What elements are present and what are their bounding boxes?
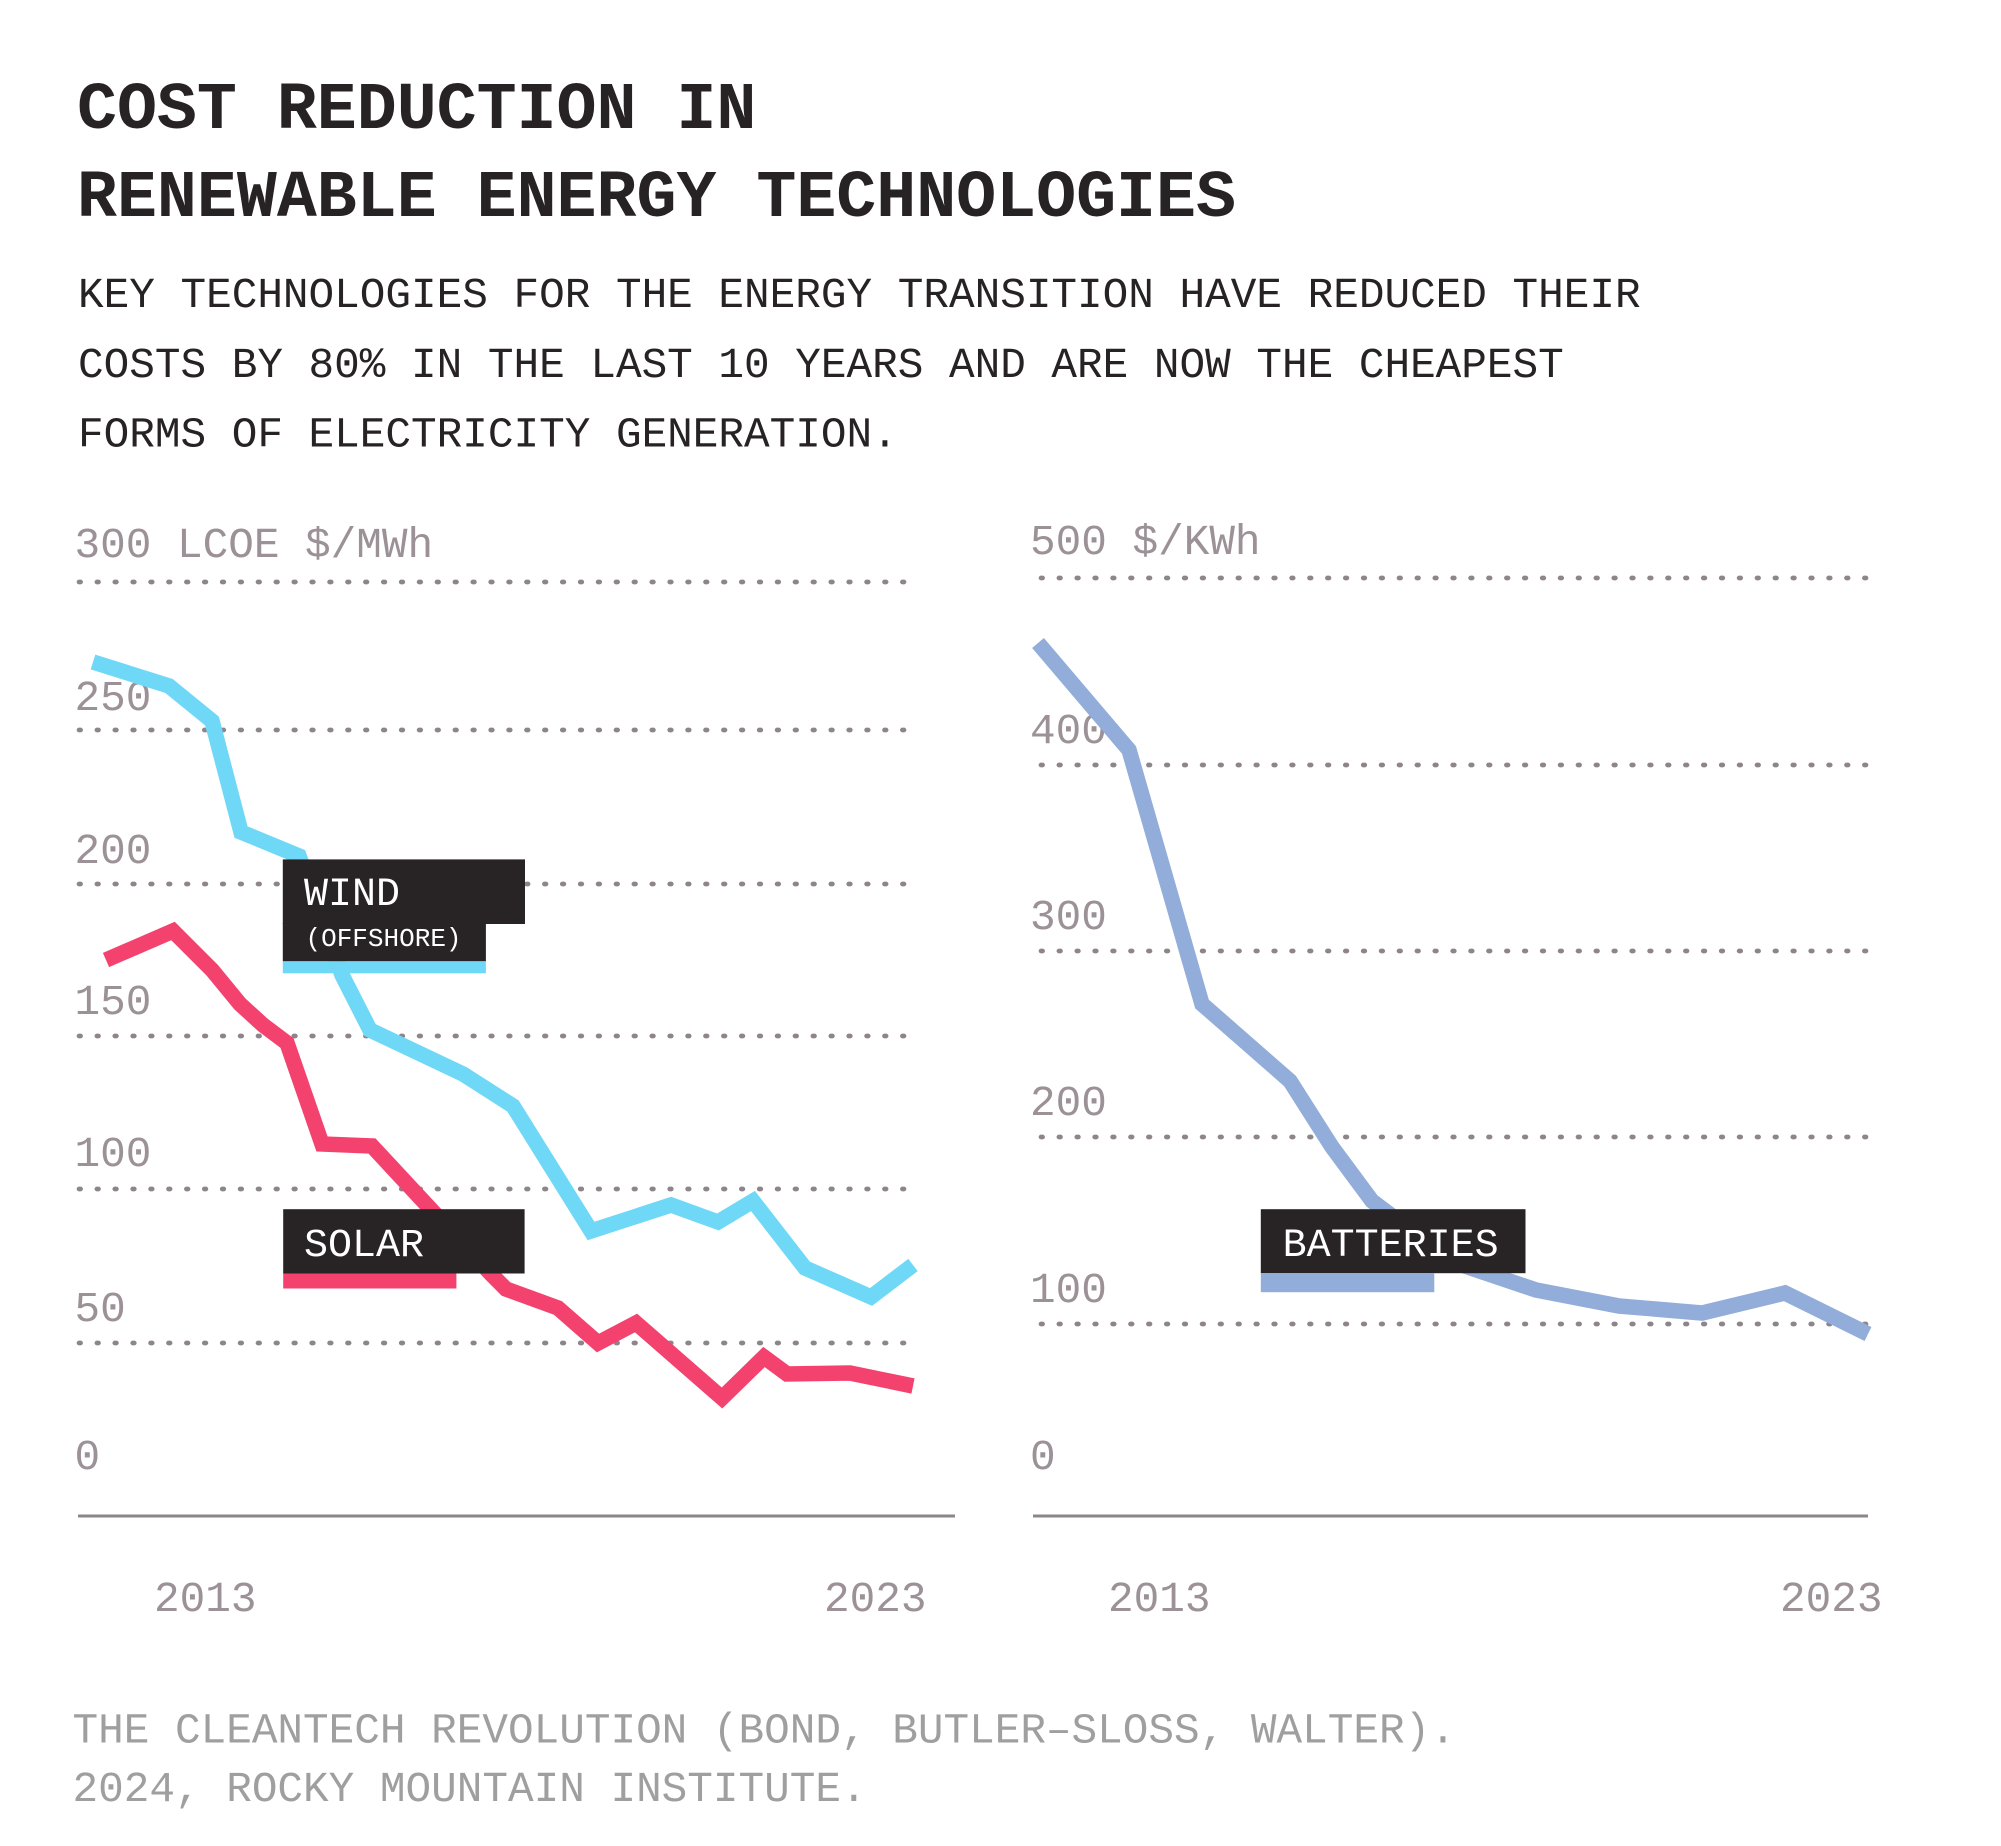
svg-text:SOLAR: SOLAR (304, 1224, 424, 1269)
svg-text:100: 100 (75, 1130, 152, 1179)
svg-text:2023: 2023 (1780, 1575, 1882, 1624)
svg-text:2023: 2023 (824, 1575, 926, 1624)
svg-text:200: 200 (75, 827, 152, 876)
svg-text:THE CLEANTECH REVOLUTION (BOND: THE CLEANTECH REVOLUTION (BOND, BUTLER–S… (73, 1707, 1456, 1756)
svg-text:FORMS OF ELECTRICITY GENERATIO: FORMS OF ELECTRICITY GENERATION. (78, 411, 898, 460)
svg-text:100: 100 (1030, 1266, 1107, 1315)
svg-text:(OFFSHORE): (OFFSHORE) (306, 924, 462, 954)
svg-text:150: 150 (75, 978, 152, 1027)
svg-text:0: 0 (1030, 1433, 1056, 1482)
svg-text:2013: 2013 (154, 1575, 256, 1624)
svg-text:2013: 2013 (1108, 1575, 1210, 1624)
svg-text:WIND: WIND (304, 873, 400, 918)
svg-text:500 $/KWh: 500 $/KWh (1030, 518, 1261, 567)
svg-text:COSTS BY 80% IN THE LAST 10 YE: COSTS BY 80% IN THE LAST 10 YEARS AND AR… (78, 341, 1564, 390)
svg-text:BATTERIES: BATTERIES (1283, 1224, 1499, 1269)
svg-text:2024, ROCKY MOUNTAIN INSTITUTE: 2024, ROCKY MOUNTAIN INSTITUTE. (73, 1765, 867, 1814)
svg-text:300 LCOE $/MWh: 300 LCOE $/MWh (75, 521, 434, 570)
svg-text:200: 200 (1030, 1079, 1107, 1128)
svg-text:0: 0 (75, 1433, 101, 1482)
svg-text:COST REDUCTION IN: COST REDUCTION IN (77, 73, 756, 148)
svg-text:KEY TECHNOLOGIES FOR THE ENERG: KEY TECHNOLOGIES FOR THE ENERGY TRANSITI… (78, 271, 1641, 320)
svg-text:RENEWABLE ENERGY TECHNOLOGIES: RENEWABLE ENERGY TECHNOLOGIES (77, 161, 1236, 236)
svg-text:50: 50 (75, 1285, 126, 1334)
svg-text:300: 300 (1030, 893, 1107, 942)
